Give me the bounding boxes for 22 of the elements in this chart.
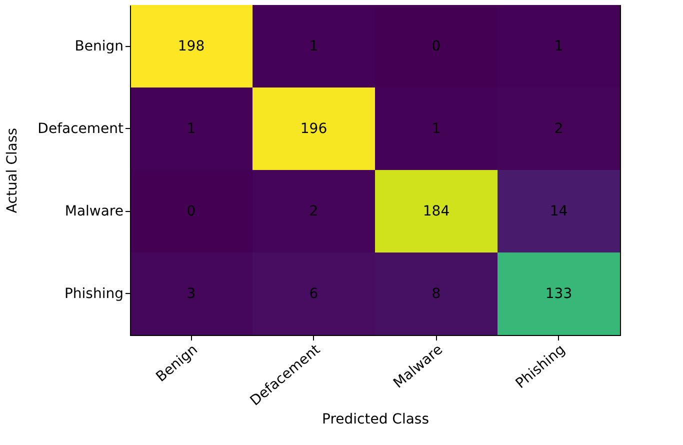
data-label: 198 <box>178 38 205 54</box>
data-label: 0 <box>432 38 441 54</box>
data-label: 6 <box>309 286 318 302</box>
y-axis-title: Actual Class <box>4 128 21 214</box>
data-label: 184 <box>422 203 450 220</box>
data-label: 1 <box>309 38 318 54</box>
data-label: 1 <box>432 120 441 137</box>
data-label: 3 <box>186 286 196 302</box>
data-label: 196 <box>300 120 328 137</box>
data-label: 133 <box>545 286 572 302</box>
data-label: 2 <box>309 203 318 220</box>
data-label: 1 <box>554 38 564 54</box>
data-label: 14 <box>550 203 568 220</box>
data-label: 0 <box>186 203 196 220</box>
y-tick-label: Malware <box>64 203 124 220</box>
y-tick-label: Benign <box>74 38 124 54</box>
y-tick-label: Defacement <box>38 120 124 137</box>
y-tick-label: Phishing <box>64 286 124 302</box>
data-label: 1 <box>186 120 196 137</box>
x-axis-title: Predicted Class <box>322 411 430 428</box>
data-label: 2 <box>554 120 564 137</box>
data-label: 8 <box>432 286 441 302</box>
